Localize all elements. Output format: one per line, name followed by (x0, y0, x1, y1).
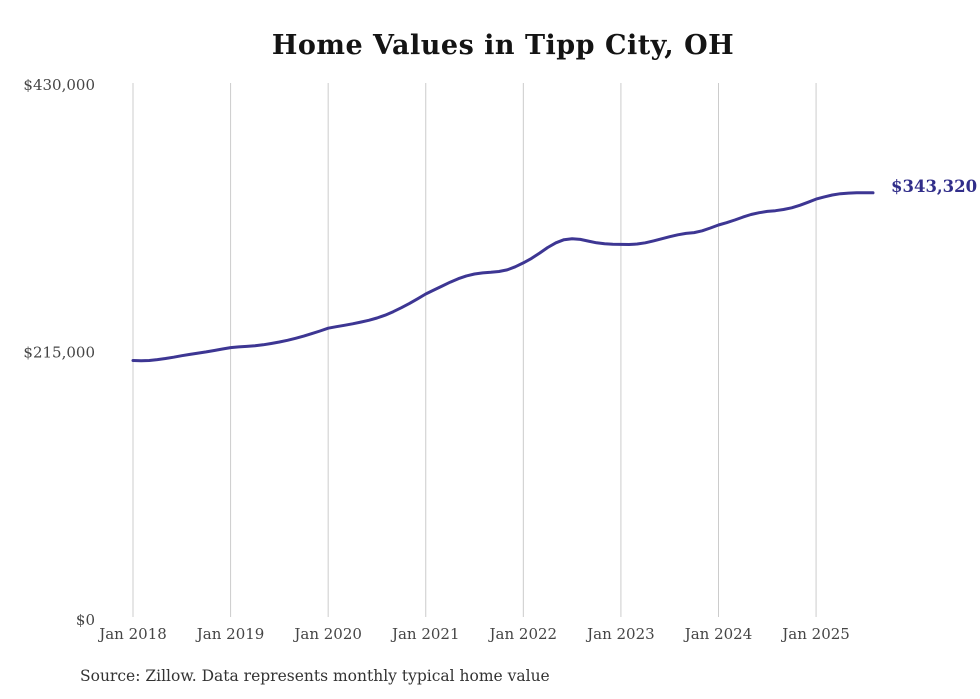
source-note: Source: Zillow. Data represents monthly … (80, 667, 550, 685)
x-axis-label: Jan 2022 (488, 625, 558, 643)
y-axis-label: $215,000 (23, 344, 95, 362)
x-axis-label: Jan 2024 (683, 625, 753, 643)
y-axis-label: $430,000 (23, 76, 95, 94)
x-axis-label: Jan 2018 (97, 625, 167, 643)
chart-title: Home Values in Tipp City, OH (271, 30, 735, 61)
x-axis-label: Jan 2020 (292, 625, 362, 643)
y-axis-label: $0 (76, 611, 95, 629)
x-axis-label: Jan 2021 (390, 625, 460, 643)
home-value-line (131, 191, 875, 363)
x-axis-label: Jan 2019 (195, 625, 265, 643)
x-axis-label: Jan 2025 (780, 625, 850, 643)
x-axis-label: Jan 2023 (585, 625, 655, 643)
end-value-label: $343,320 (891, 177, 977, 196)
